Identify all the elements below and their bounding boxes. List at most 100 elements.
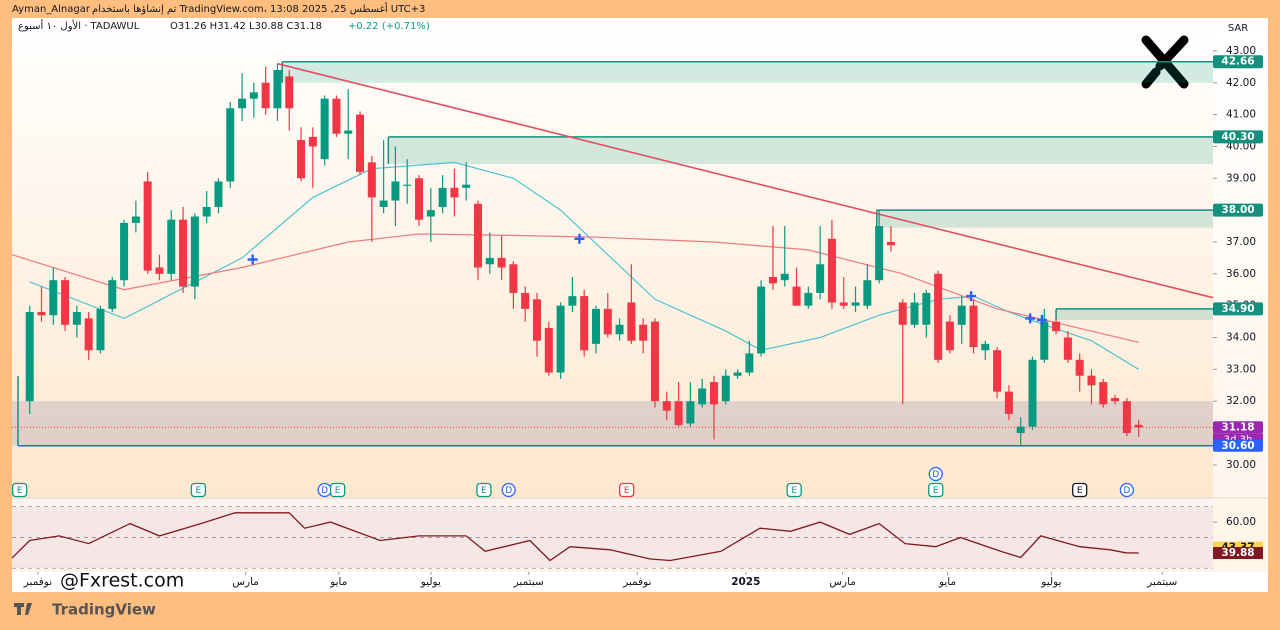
event-label: E xyxy=(335,486,341,496)
x-tick-label: نوفمبر xyxy=(622,576,651,588)
cross-marker xyxy=(247,254,258,265)
candle-body xyxy=(415,178,424,220)
candle-body xyxy=(261,82,270,109)
candle-body xyxy=(190,216,199,287)
price-tag xyxy=(1213,55,1263,69)
price-axis xyxy=(1213,18,1268,572)
candle-body xyxy=(757,286,766,354)
candle-body xyxy=(226,108,235,182)
candle-body xyxy=(120,222,129,281)
candle-body xyxy=(721,375,730,402)
candle-body xyxy=(37,312,46,316)
candle-body xyxy=(474,203,483,268)
candle-body xyxy=(25,312,34,402)
event-badge xyxy=(928,466,943,482)
ohlc: O31.26 H31.42 L30.88 C31.18 xyxy=(170,21,322,32)
price-tag-label: 31.18 xyxy=(1221,421,1254,433)
candle-body xyxy=(167,219,176,274)
event-label: E xyxy=(624,486,630,496)
candle-body xyxy=(1087,375,1096,386)
watermark: @Fxrest.com xyxy=(60,570,184,592)
candle-body xyxy=(521,292,530,309)
cross-marker xyxy=(1025,313,1036,324)
candle-body xyxy=(875,226,884,281)
candle-body xyxy=(403,184,412,186)
moving-average xyxy=(11,233,1139,343)
candle-body xyxy=(993,350,1002,392)
event-badge xyxy=(1119,482,1135,498)
candle-body xyxy=(438,187,447,207)
candle-body xyxy=(143,181,152,271)
rsi-tag xyxy=(1213,547,1263,560)
candle-body xyxy=(155,267,164,274)
price-tag xyxy=(1213,439,1263,452)
candle-body xyxy=(639,324,648,341)
candle-body xyxy=(1122,401,1131,434)
candle-body xyxy=(568,296,577,306)
candle-body xyxy=(910,302,919,325)
y-tick-label: 37.00 xyxy=(1226,236,1256,248)
candle-body xyxy=(591,308,600,344)
brand-icon xyxy=(14,603,32,615)
candle-body xyxy=(462,184,471,188)
candle-body xyxy=(839,302,848,306)
candle-body xyxy=(202,206,211,217)
candle-body xyxy=(662,401,671,411)
event-label: D xyxy=(321,486,328,496)
candle-body xyxy=(544,327,553,373)
candle-body xyxy=(179,219,188,287)
candle-body xyxy=(379,200,388,207)
y-tick-label: 40.00 xyxy=(1226,140,1256,152)
candle-body xyxy=(922,292,931,325)
candle-body xyxy=(709,382,718,405)
candle-body xyxy=(816,264,825,293)
x-tick-label: سبتمبر xyxy=(1146,576,1177,588)
x-tick-label: مايو xyxy=(938,576,956,588)
candle-body xyxy=(851,302,860,306)
candle-body xyxy=(131,216,140,223)
event-badge xyxy=(501,482,516,498)
cross-marker xyxy=(574,233,585,244)
candle-body xyxy=(780,273,789,281)
event-badge xyxy=(928,482,944,498)
x-tick-label: مايو xyxy=(329,576,347,588)
candle-body xyxy=(72,312,81,325)
rsi-tag-label: 39.88 xyxy=(1221,547,1254,559)
candle-body xyxy=(391,181,400,201)
candle-body xyxy=(886,241,895,246)
y-tick-label: 33.00 xyxy=(1226,363,1256,375)
rsi-fill xyxy=(12,506,1213,569)
candle-body xyxy=(238,98,247,109)
y-tick-label: 30.00 xyxy=(1226,459,1256,471)
price-tag-label: 42.66 xyxy=(1221,56,1254,68)
event-badge xyxy=(190,482,207,498)
event-label: E xyxy=(1077,486,1083,496)
brand: TradingView xyxy=(52,601,156,619)
y-tick-label: 34.00 xyxy=(1226,332,1256,344)
candle-body xyxy=(344,130,353,134)
price-tag-label: 40.30 xyxy=(1221,131,1254,143)
candle-body xyxy=(532,299,541,341)
author: Ayman_Alnagar xyxy=(12,4,91,15)
candle-body xyxy=(1040,321,1049,360)
event-badge xyxy=(329,482,346,498)
candle-body xyxy=(426,210,435,217)
cross-marker xyxy=(1036,314,1047,325)
candle-body xyxy=(356,114,365,172)
candle-body xyxy=(1063,337,1072,360)
countdown-tag xyxy=(1213,433,1263,445)
candle-body xyxy=(627,302,636,341)
candle-body xyxy=(297,140,306,179)
candle-body xyxy=(615,324,624,335)
x-tick-label: سبتمبر xyxy=(513,576,544,588)
price-tag-label: 30.60 xyxy=(1221,440,1254,452)
candle-body xyxy=(509,264,518,293)
event-label: E xyxy=(933,486,939,496)
price-tag xyxy=(1213,130,1263,144)
candle-body xyxy=(957,305,966,325)
event-label: E xyxy=(791,486,797,496)
candle-body xyxy=(733,372,742,376)
event-badge xyxy=(476,482,492,498)
event-label: D xyxy=(1123,486,1130,496)
